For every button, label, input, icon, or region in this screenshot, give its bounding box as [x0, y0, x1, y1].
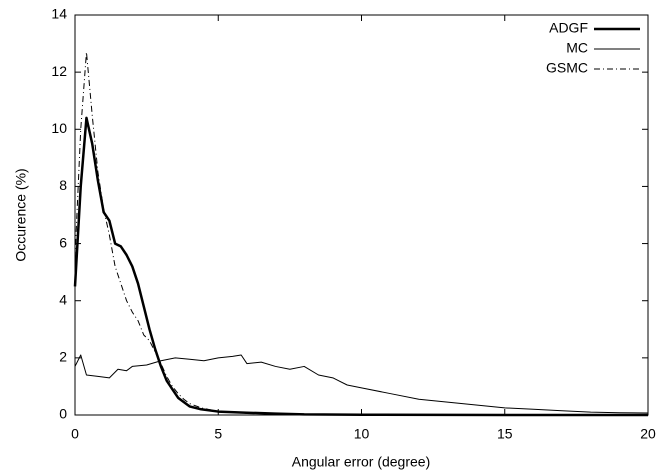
legend-label: GSMC — [546, 60, 588, 76]
y-axis-label: Occurence (%) — [13, 168, 29, 261]
x-tick-label: 10 — [354, 426, 370, 442]
x-tick-label: 5 — [214, 426, 222, 442]
y-tick-label: 10 — [51, 120, 67, 136]
data-line — [73, 116, 648, 417]
x-tick-label: 0 — [71, 426, 79, 442]
y-tick-label: 14 — [51, 6, 67, 22]
x-tick-label: 20 — [640, 426, 656, 442]
x-axis-label: Angular error (degree) — [292, 454, 431, 470]
y-tick-label: 2 — [59, 349, 67, 365]
data-line — [74, 51, 649, 416]
data-line — [74, 354, 649, 414]
y-tick-label: 8 — [59, 177, 67, 193]
legend-label: MC — [566, 40, 588, 56]
y-tick-label: 4 — [59, 291, 67, 307]
y-tick-label: 12 — [51, 63, 67, 79]
legend-label: ADGF — [549, 20, 588, 36]
x-tick-label: 15 — [497, 426, 513, 442]
y-tick-label: 6 — [59, 234, 67, 250]
y-tick-label: 0 — [59, 406, 67, 422]
